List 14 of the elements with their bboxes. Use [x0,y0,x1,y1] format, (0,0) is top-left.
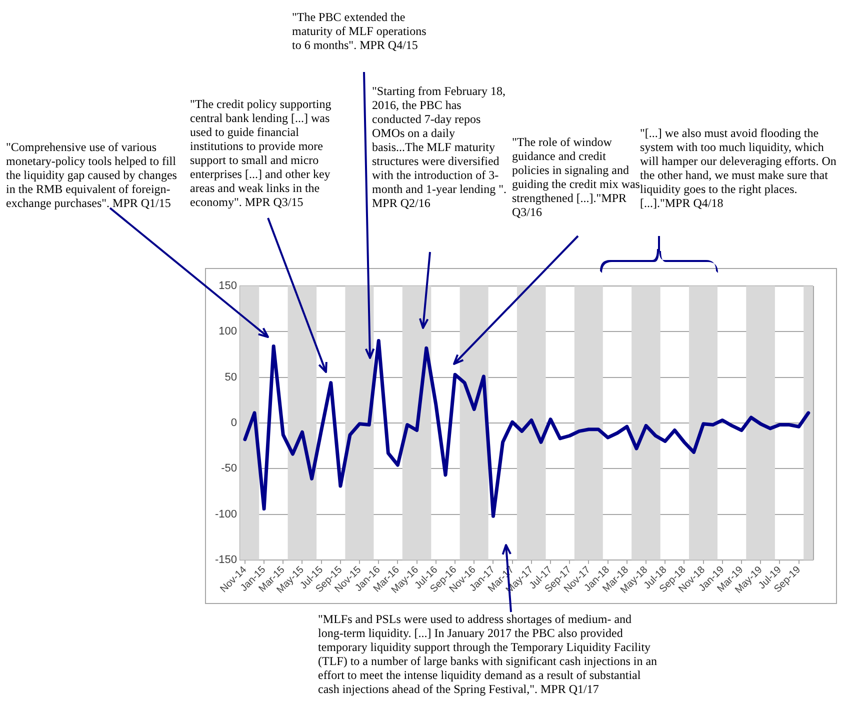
text: "MLFs and PSLs were used to address shortages of medium- and long-term liquidity. [...] In January 2017 the PBC also provided temporary liquidity support through the Temporary Liquidity Facility (TLF) to a number of large banks with significant cash injections in an effort to meet the intense liquidity demand as a result of substantial cash injections ahead of the Spring Festival,". MPR Q1/17 [318,612,658,696]
y-tick-label: 50 [224,371,238,384]
text: "The credit policy supporting central bank lending [...] was used to guide financial institutions to provide more support to small and micro enterprises [...] and other key areas and weak links in the economy". MPR Q3/15 [190,97,332,210]
text: "[...] we also must avoid flooding the system with too much liquidity, which will hamper our deleveraging efforts. On the other hand, we must make sure that liquidity goes to the right places.[...]."MPR Q4/18 [640,126,838,210]
text: "Comprehensive use of various monetary-policy tools helped to fill the liquidity gap caused by changes in the RMB equivalent of foreign-exchange purchases". MPR Q1/15 [6,140,178,210]
y-tick-label: -150 [214,554,238,566]
y-tick-label: 0 [230,417,238,429]
y-tick-label: 150 [218,280,238,292]
text: "Starting from February 18, 2016, the PBC has conducted 7-day repos OMOs on a daily basis...The MLF maturity structures were diversified with the introduction of 3-month and 1-year lending ". MPR Q2/16 [372,84,507,210]
text: "The role of window guidance and credit policies in signaling and guiding the credit mix was strengthened [...]."MPR Q3/16 [512,135,640,220]
text: "The PBC extended the maturity of MLF operations to 6 months". MPR Q4/15 [292,10,428,52]
y-tick-label: -50 [221,462,238,475]
y-tick-label: 100 [218,326,238,338]
y-tick-label: -100 [214,508,238,520]
